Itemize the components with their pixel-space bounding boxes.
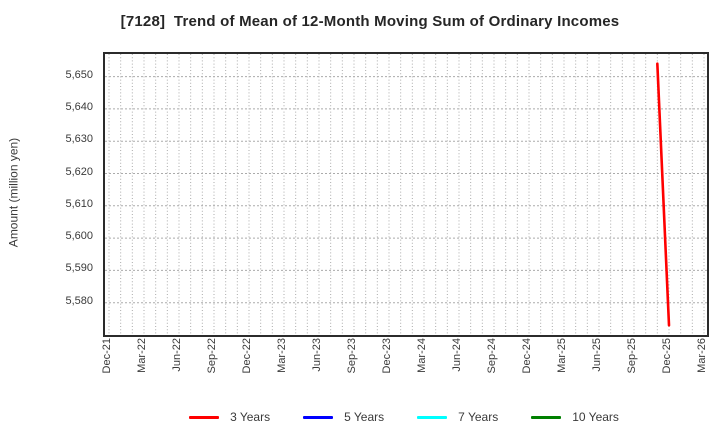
chart-title: [7128] Trend of Mean of 12-Month Moving …: [120, 13, 620, 30]
y-tick-label: 5,650: [65, 68, 93, 81]
legend-line-swatch: [189, 415, 220, 419]
legend-label: 7 Years: [458, 410, 499, 424]
legend-line-swatch: [303, 415, 334, 419]
x-tick-label: Mar-25: [556, 338, 568, 373]
x-tick-label: Sep-24: [486, 338, 498, 374]
y-tick-label: 5,600: [65, 230, 93, 243]
x-tick-label: Jun-22: [171, 338, 183, 372]
legend-label: 3 Years: [230, 410, 271, 424]
series-line-3-years: [656, 62, 671, 327]
x-tick-label: Mar-24: [416, 338, 428, 373]
y-axis-label: Amount (million yen): [6, 137, 21, 248]
legend-item-7-years: 7 Years: [417, 410, 498, 424]
x-tick-label: Sep-22: [206, 338, 218, 374]
x-tick-label: Dec-25: [661, 338, 673, 374]
x-tick-label: Sep-23: [346, 338, 358, 374]
y-tick-label: 5,620: [65, 165, 93, 178]
x-tick-label: Jun-25: [591, 338, 603, 372]
y-tick-label: 5,590: [65, 262, 93, 275]
x-tick-label: Jun-23: [311, 338, 323, 372]
x-tick-label: Jun-24: [451, 338, 463, 372]
x-tick-label: Sep-25: [626, 338, 638, 374]
y-tick-label: 5,580: [65, 294, 93, 307]
x-tick-label: Dec-23: [381, 338, 393, 374]
plot-area: [103, 52, 709, 337]
legend-item-5-years: 5 Years: [303, 410, 384, 424]
y-tick-label: 5,630: [65, 133, 93, 146]
legend-line-swatch: [417, 415, 448, 419]
x-tick-label: Dec-24: [521, 338, 533, 374]
legend-line-swatch: [531, 415, 562, 419]
y-tick-label: 5,640: [65, 100, 93, 113]
x-tick-label: Mar-23: [276, 338, 288, 373]
legend-label: 5 Years: [344, 410, 385, 424]
x-tick-label: Dec-21: [101, 338, 113, 374]
legend: 3 Years 5 Years 7 Years 10 Years: [103, 404, 705, 430]
y-tick-label: 5,610: [65, 197, 93, 210]
x-tick-label: Dec-22: [241, 338, 253, 374]
legend-item-10-years: 10 Years: [531, 410, 619, 424]
legend-item-3-years: 3 Years: [189, 410, 270, 424]
x-tick-label: Mar-26: [696, 338, 708, 373]
legend-label: 10 Years: [572, 410, 619, 424]
x-tick-label: Mar-22: [136, 338, 148, 373]
plot-canvas: [105, 54, 707, 335]
